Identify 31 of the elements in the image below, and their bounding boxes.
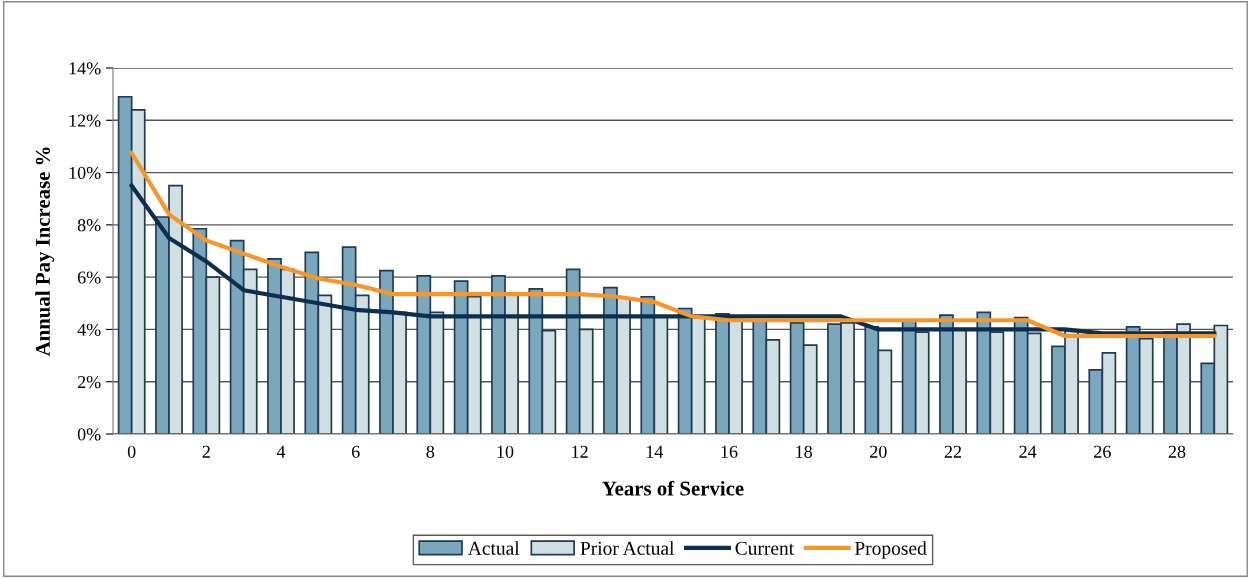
y-tick-label: 0% bbox=[77, 428, 101, 441]
x-tick-label: 16 bbox=[721, 445, 738, 458]
x-tick-label: 8 bbox=[426, 445, 435, 458]
line-series bbox=[129, 183, 1217, 336]
legend-label: Prior Actual bbox=[580, 541, 675, 555]
legend-label: Proposed bbox=[854, 541, 927, 559]
x-tick-label: 18 bbox=[796, 445, 813, 458]
x-tick-label: 6 bbox=[351, 445, 360, 458]
x-tick-label: 4 bbox=[276, 445, 286, 458]
line-series bbox=[129, 150, 1217, 339]
y-tick-label: 14% bbox=[69, 62, 101, 75]
x-tick-label: 24 bbox=[1019, 445, 1037, 458]
y-tick-label: 10% bbox=[69, 166, 101, 180]
x-tick-label: 10 bbox=[497, 445, 514, 458]
legend-label: Current bbox=[735, 541, 795, 555]
x-tick-label: 14 bbox=[646, 445, 664, 458]
x-tick-label: 0 bbox=[127, 445, 136, 458]
x-tick-label: 28 bbox=[1168, 445, 1186, 458]
x-tick-label: 22 bbox=[944, 445, 962, 458]
x-tick-label: 2 bbox=[202, 445, 210, 458]
y-axis-title: Annual Pay Increase % bbox=[35, 147, 55, 357]
x-axis-title: Years of Service bbox=[602, 480, 744, 496]
y-tick-label: 12% bbox=[69, 114, 101, 127]
y-tick-label: 2% bbox=[77, 375, 101, 389]
y-tick-label: 6% bbox=[77, 271, 101, 284]
x-tick-label: 12 bbox=[572, 445, 588, 458]
x-tick-label: 26 bbox=[1094, 445, 1111, 458]
x-tick-label: 20 bbox=[870, 445, 887, 458]
y-tick-label: 8% bbox=[77, 219, 101, 232]
legend-label: Actual bbox=[468, 541, 520, 555]
y-tick-label: 4% bbox=[77, 323, 101, 336]
